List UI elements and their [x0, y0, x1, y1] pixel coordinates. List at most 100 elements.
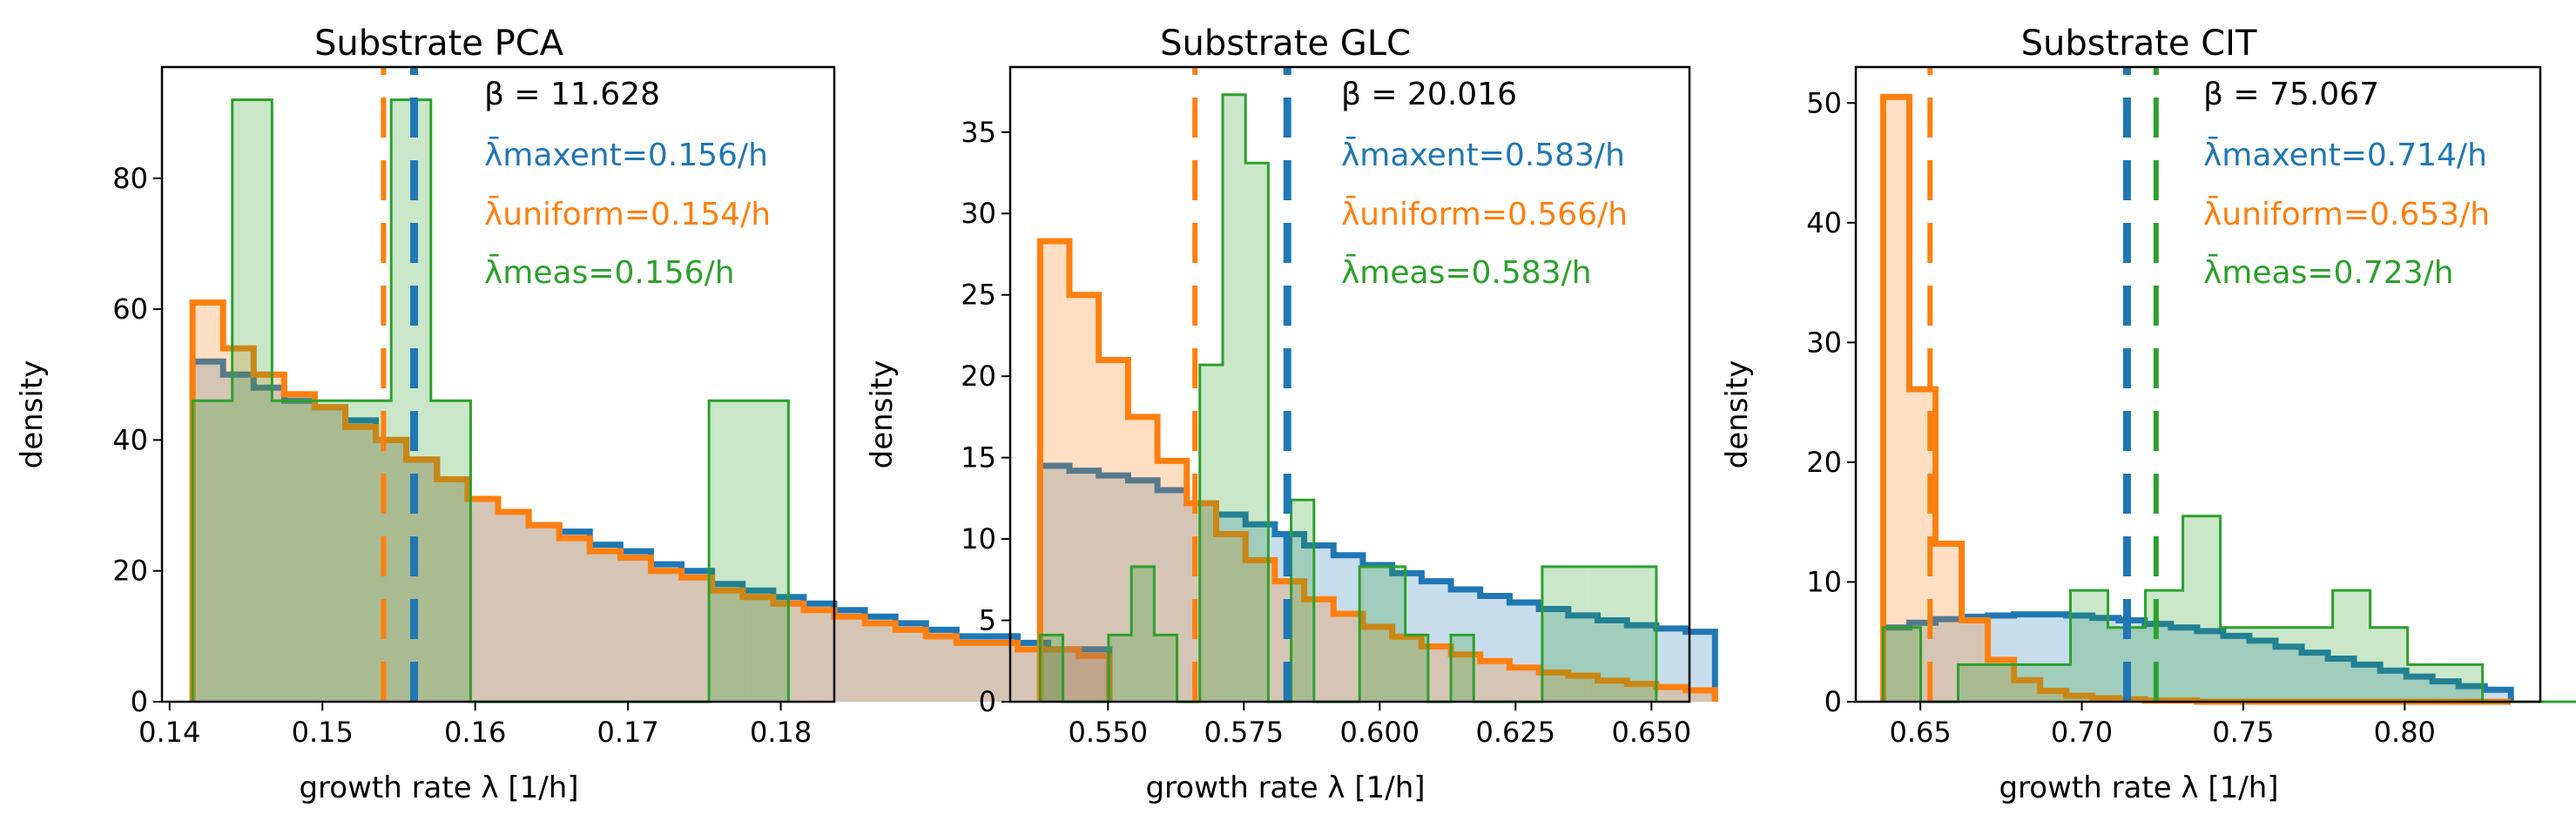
bar-meas	[272, 400, 312, 702]
x-tick-label: 0.18	[750, 716, 812, 749]
bar-maxent	[192, 361, 224, 702]
bar-maxent	[1304, 545, 1334, 702]
series-meas	[1882, 515, 2576, 703]
x-tick-label: 0.15	[292, 716, 354, 749]
bar-meas	[1995, 664, 2033, 702]
y-tick-label: 35	[961, 116, 996, 149]
x-tick-label: 0.65	[1890, 716, 1952, 749]
bar-uniform	[1597, 680, 1628, 702]
bar-uniform	[895, 629, 927, 702]
bar-meas	[2332, 590, 2370, 702]
bar-meas	[1154, 635, 1177, 702]
bar-uniform	[987, 643, 1018, 702]
bar-meas	[311, 400, 352, 702]
bar-maxent	[2380, 670, 2407, 702]
x-tick-label: 0.75	[2212, 716, 2274, 749]
panel-cit: Substrate CIT 0.65 0.70 0.75 0.80 0 10 20 30 40 5…	[1720, 24, 2576, 805]
bar-meas	[2407, 664, 2445, 702]
bar-maxent	[1539, 609, 1568, 702]
bar-uniform	[1216, 534, 1246, 702]
bar-meas	[1040, 635, 1063, 702]
bar-meas	[2145, 590, 2183, 702]
bar-uniform	[620, 557, 651, 702]
mean-annotation-uniform: λ̄uniform=0.566/h	[1341, 195, 1628, 232]
bar-meas	[1291, 500, 1314, 702]
bar-uniform	[1186, 502, 1217, 702]
x-tick-label: 0.80	[2374, 716, 2436, 749]
bar-meas	[1610, 566, 1634, 702]
bar-maxent	[1480, 596, 1510, 702]
step-outline-maxent	[1880, 611, 2514, 702]
bar-uniform	[223, 348, 254, 702]
mean-annotation-maxent: λ̄maxent=0.156/h	[484, 136, 768, 173]
y-tick-label: 25	[961, 279, 996, 312]
y-tick-label: 60	[112, 293, 148, 326]
series-maxent	[1036, 462, 1718, 702]
bar-maxent	[1186, 502, 1217, 702]
bar-uniform	[436, 479, 468, 702]
bar-meas	[1108, 635, 1132, 702]
bar-maxent	[803, 603, 834, 702]
bar-maxent	[590, 544, 621, 702]
bar-maxent	[926, 629, 957, 702]
y-tick-label: 0	[131, 685, 148, 718]
x-tick-label: 0.625	[1476, 716, 1556, 749]
bar-meas	[1588, 566, 1611, 702]
bar-uniform	[1392, 636, 1422, 702]
bar-meas	[1883, 627, 1921, 702]
bar-meas	[1565, 566, 1588, 702]
bar-maxent	[1568, 615, 1598, 702]
bar-uniform	[1304, 599, 1334, 702]
bar-maxent	[436, 479, 468, 702]
bar-maxent	[1597, 620, 1628, 702]
panel-pca: Substrate PCA 0.14 0.15 0.16 0.17 0.18 0 20 40 6…	[15, 24, 1113, 805]
bar-maxent	[2013, 614, 2040, 702]
bar-uniform	[1421, 646, 1452, 702]
x-tick-label: 0.70	[2051, 716, 2113, 749]
step-outline-maxent	[1036, 462, 1718, 702]
x-tick-label: 0.575	[1204, 716, 1285, 749]
step-outline-uniform	[1036, 238, 1718, 702]
bar-uniform	[1362, 627, 1393, 702]
bar-maxent	[2432, 681, 2459, 702]
bar-uniform	[1568, 676, 1598, 702]
bar-uniform	[559, 538, 590, 702]
series-meas	[1038, 93, 1658, 703]
bar-uniform	[1098, 360, 1129, 702]
bar-maxent	[223, 374, 254, 702]
y-tick-label: 15	[961, 441, 996, 474]
series-uniform	[1036, 238, 1718, 702]
bar-uniform	[345, 427, 376, 702]
bar-maxent	[498, 512, 529, 702]
bar-uniform	[2013, 680, 2040, 702]
bar-uniform	[498, 512, 529, 702]
bar-meas	[1541, 566, 1566, 702]
mean-annotation-meas: λ̄meas=0.156/h	[484, 253, 735, 291]
bar-maxent	[314, 407, 346, 702]
bar-uniform	[1333, 614, 1363, 702]
bar-maxent	[2118, 620, 2145, 702]
bar-uniform	[1128, 416, 1158, 702]
bar-maxent	[1098, 475, 1129, 702]
series-maxent	[1880, 611, 2514, 702]
mean-annotation-meas: λ̄meas=0.723/h	[2203, 253, 2454, 291]
bar-maxent	[987, 636, 1018, 702]
y-tick-label: 10	[1806, 565, 1842, 598]
bar-maxent	[2249, 640, 2276, 702]
axes-frame	[1008, 65, 1691, 703]
bar-meas	[1958, 664, 1996, 702]
bar-maxent	[253, 387, 285, 702]
bar-maxent	[284, 400, 315, 702]
bar-maxent	[1451, 589, 1480, 702]
series-maxent	[189, 358, 1113, 702]
bar-uniform	[1157, 461, 1187, 702]
mean-annotation-meas: λ̄meas=0.583/h	[1341, 253, 1592, 291]
bar-meas	[709, 400, 749, 702]
mean-annotation-maxent: λ̄maxent=0.714/h	[2203, 136, 2487, 173]
panel-glc: Substrate GLC 0.550 0.575 0.600 0.625 0.6500…	[865, 24, 1718, 805]
bar-meas	[2033, 664, 2071, 702]
bar-maxent	[2302, 652, 2329, 702]
bar-meas	[2295, 627, 2333, 702]
bar-uniform	[1040, 241, 1070, 702]
bar-uniform	[651, 570, 682, 702]
